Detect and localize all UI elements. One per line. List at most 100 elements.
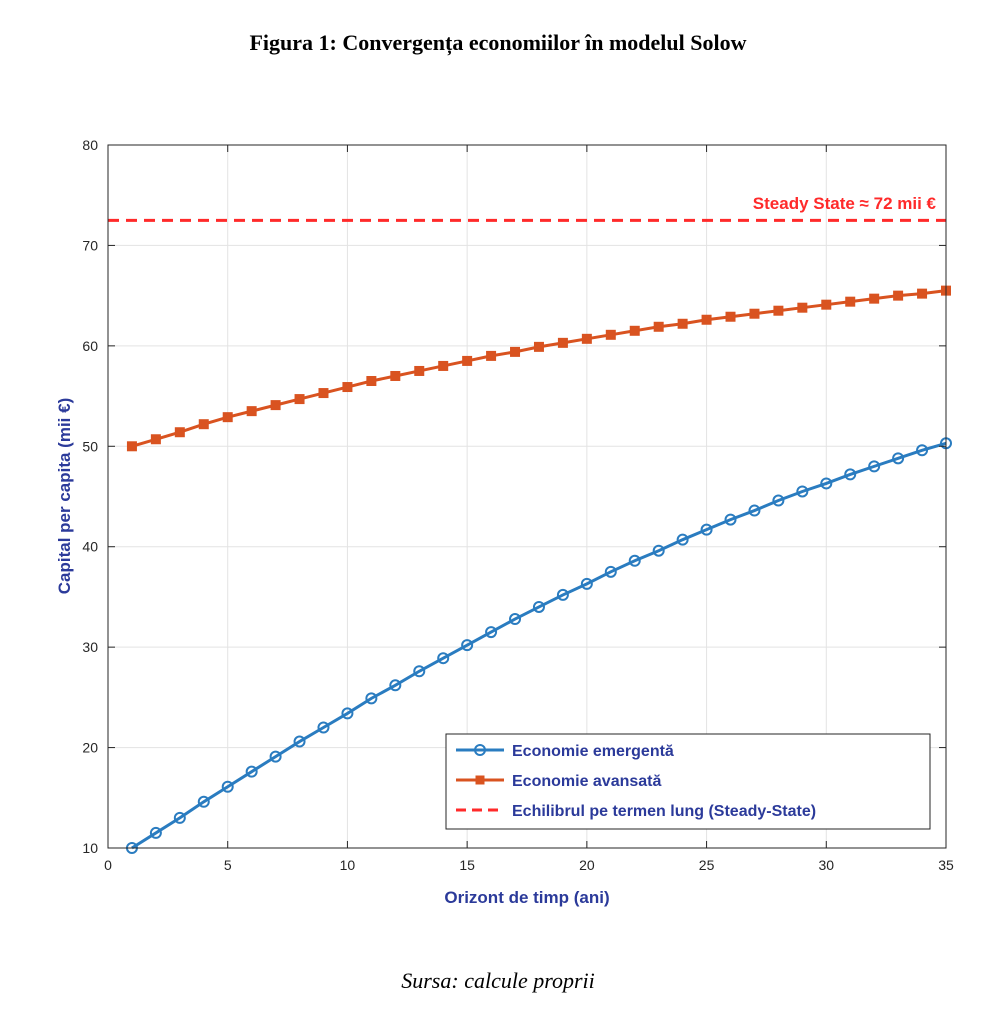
data-point [725,311,736,322]
series-line [131,441,947,850]
data-point [605,329,616,340]
data-point [820,477,833,490]
x-tick-label: 5 [224,857,232,873]
figure-source: Sursa: calcule proprii [401,968,595,993]
data-point [628,554,641,567]
y-tick-label: 40 [82,539,98,555]
x-tick-label: 0 [104,857,112,873]
legend-items [456,744,504,812]
x-tick-label: 20 [579,857,595,873]
data-point [533,341,544,352]
figure-title: Figura 1: Convergența economiilor în mod… [249,30,747,55]
data-point [269,750,282,763]
data-point [532,600,545,613]
x-tick-label: 35 [938,857,954,873]
ticks: 0 5 10 15 20 25 30 35 10 20 30 40 50 60 70 80 [82,137,954,873]
data-point [748,504,761,517]
data-point [390,370,401,381]
data-point [749,308,760,319]
legend-swatch-marker [474,744,486,756]
data-point [462,355,473,366]
legend-box [445,733,931,830]
y-tick-label: 60 [82,338,98,354]
data-point [581,333,592,344]
legend-swatch-marker [475,775,485,785]
plot-background [108,145,946,848]
data-point [366,376,377,387]
series-0 [125,437,952,854]
data-point [916,444,929,457]
data-point [485,626,498,639]
y-tick-label: 50 [82,438,98,454]
data-point [677,318,688,329]
data-point [844,468,857,481]
data-point [604,565,617,578]
legend-label-advanced: Economie avansată [512,773,662,790]
data-point [245,765,258,778]
data-point [486,350,497,361]
x-tick-label: 15 [459,857,475,873]
data-point [197,795,210,808]
data-point [701,314,712,325]
legend-label-steady-state: Echilibrul pe termen lung (Steady-State) [512,803,816,820]
steady-state-annotation: Steady State ≈ 72 mii € [753,194,937,213]
data-point [509,613,522,626]
data-point [510,346,521,357]
data-point [150,434,161,445]
data-point [917,288,928,299]
plot-frame [107,144,947,849]
x-tick-label: 30 [818,857,834,873]
data-point [892,452,905,465]
y-tick-label: 70 [82,237,98,253]
data-point [293,735,306,748]
data-point [772,494,785,507]
data-point [556,588,569,601]
data-point [845,296,856,307]
data-point [893,290,904,301]
data-point [270,400,281,411]
x-axis-label: Orizont de timp (ani) [444,888,609,907]
data-point [294,394,305,405]
data-point [629,325,640,336]
data-point [797,302,808,313]
legend: Economie emergentă Economie avansată Ech… [445,733,931,830]
data-point [342,382,353,393]
series-group [125,285,952,854]
data-point [174,427,185,438]
data-point [389,679,402,692]
series-1 [126,285,951,452]
data-point [652,544,665,557]
data-point [317,721,330,734]
data-point [437,652,450,665]
data-point [461,639,474,652]
data-point [557,337,568,348]
y-tick-label: 20 [82,740,98,756]
data-point [580,577,593,590]
data-point [318,388,329,399]
y-axis-label: Capital per capita (mii €) [55,398,74,595]
x-tick-label: 10 [340,857,356,873]
y-tick-label: 30 [82,639,98,655]
data-point [246,406,257,417]
data-point [821,299,832,310]
y-tick-label: 80 [82,137,98,153]
data-point [700,523,713,536]
data-point [653,321,664,332]
data-point [676,533,689,546]
legend-label-emerging: Economie emergentă [512,743,674,760]
data-point [796,485,809,498]
data-point [198,419,209,430]
data-point [341,707,354,720]
data-point [365,692,378,705]
data-point [149,826,162,839]
data-point [724,513,737,526]
data-point [773,305,784,316]
data-point [414,365,425,376]
data-point [222,412,233,423]
data-point [438,360,449,371]
data-point [173,811,186,824]
data-point [221,780,234,793]
x-tick-label: 25 [699,857,715,873]
data-point [869,293,880,304]
